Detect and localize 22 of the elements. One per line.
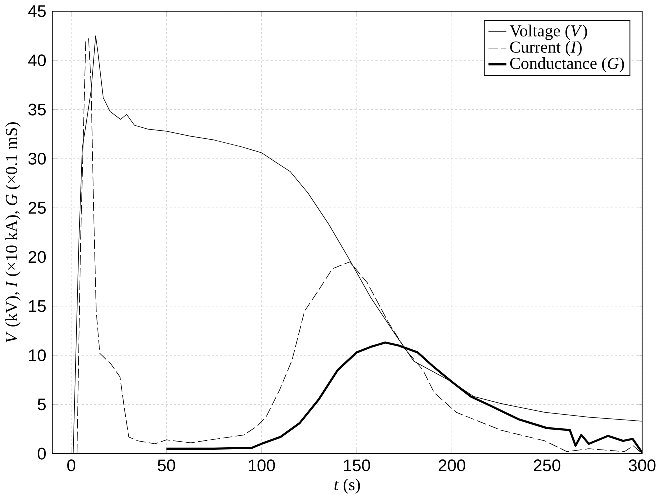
y-tick-label: 40 [28,54,46,67]
y-tick-label: 5 [38,399,46,411]
x-axis-title: t (s) [334,478,360,494]
y-tick-label: 30 [28,153,46,166]
x-tick-label: 250 [534,460,561,472]
x-tick-label: 100 [249,460,276,472]
y-tick-label: 0 [38,448,46,460]
y-tick-label: 35 [28,104,46,116]
x-tick-label: 0 [68,460,76,472]
y-axis-title: V (kV), I (×10 kA), G (×0.1 mS) [6,122,21,343]
legend-label: Conductance (G) [510,58,624,73]
y-tick-label: 10 [29,350,46,362]
x-tick-label: 50 [158,460,176,472]
x-tick-label: 200 [438,460,466,472]
legend-label: Voltage (V) [510,25,588,40]
x-tick-label: 300 [629,460,656,472]
x-tick-label: 150 [344,460,370,472]
y-tick-label: 45 [28,6,46,18]
y-tick-label: 20 [28,252,46,264]
y-tick-label: 25 [28,202,46,214]
legend-label: Current (I) [510,41,582,57]
y-tick-label: 15 [29,300,46,312]
